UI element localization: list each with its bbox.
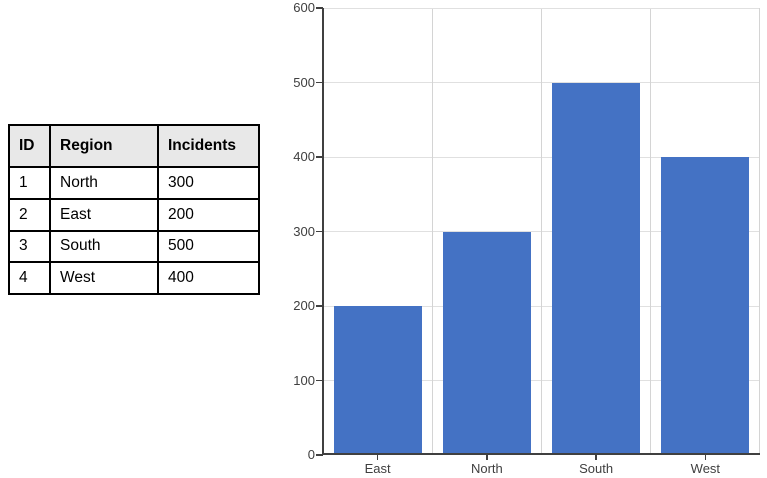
cell-incidents: 300: [157, 166, 260, 200]
y-axis-tick-label: 200: [293, 298, 315, 313]
y-axis-tick-label: 600: [293, 0, 315, 15]
cell-region: East: [49, 197, 159, 232]
x-axis-tick: [486, 455, 488, 460]
y-axis-tick: [316, 81, 323, 84]
x-axis-tick: [595, 455, 597, 460]
y-axis-tick: [316, 230, 323, 233]
plot-right-border: [759, 8, 760, 455]
x-axis-label: West: [690, 461, 721, 476]
cell-id: 2: [8, 197, 51, 232]
y-axis-tick: [316, 454, 323, 456]
x-axis-label: East: [364, 461, 391, 476]
table-row: 1 North 300: [8, 166, 260, 200]
cell-incidents: 400: [157, 261, 260, 295]
cell-region: West: [49, 261, 159, 295]
y-axis-tick: [316, 7, 323, 9]
table-row: 2 East 200: [8, 197, 260, 232]
bar-west: [661, 157, 750, 454]
cell-id: 3: [8, 229, 51, 264]
table-row: 3 South 500: [8, 229, 260, 264]
table-header-region: Region: [49, 124, 159, 168]
cell-id: 4: [8, 261, 51, 295]
vertical-gridline: [431, 8, 433, 455]
table-header-id: ID: [8, 124, 51, 168]
plot-top-border: [323, 8, 760, 9]
cell-incidents: 200: [157, 197, 260, 232]
incidents-table: ID Region Incidents 1 North 300 2 East 2…: [8, 124, 260, 295]
bar-chart: 0 100 200 300 400 500 600 East North South West: [293, 0, 760, 476]
x-axis-label: South: [579, 461, 614, 476]
cell-region: North: [49, 166, 159, 200]
cell-id: 1: [8, 166, 51, 200]
table-header-row: ID Region Incidents: [8, 124, 260, 168]
x-axis-label: North: [470, 461, 503, 476]
y-axis-tick-label: 100: [293, 372, 315, 388]
y-axis-tick: [316, 305, 323, 307]
cell-incidents: 500: [157, 229, 260, 264]
vertical-gridline: [650, 8, 652, 455]
cell-region: South: [49, 229, 159, 264]
x-axis-tick: [704, 455, 707, 460]
table-header-incidents: Incidents: [157, 124, 260, 168]
x-axis-line: [322, 453, 760, 455]
x-axis-tick: [376, 455, 379, 460]
y-axis-tick-label: 0: [307, 447, 315, 462]
y-axis-tick: [316, 379, 323, 382]
bar-east: [333, 306, 422, 454]
chart-plot-area: 0 100 200 300 400 500 600 East North South West: [293, 0, 760, 476]
table-row: 4 West 400: [8, 261, 260, 295]
y-axis-tick-label: 400: [293, 149, 315, 164]
y-axis-tick-label: 500: [293, 74, 315, 90]
vertical-gridline: [541, 8, 542, 455]
y-axis-tick-label: 300: [293, 223, 315, 239]
y-axis-tick: [316, 156, 323, 158]
bar-south: [552, 82, 641, 454]
bar-north: [442, 231, 531, 454]
